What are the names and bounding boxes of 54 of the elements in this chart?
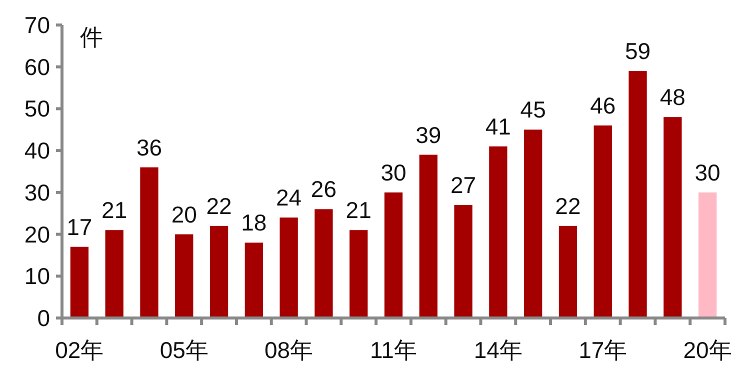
data-label: 46 [590,92,616,118]
data-label: 27 [450,172,476,198]
data-label: 17 [66,214,92,240]
bar [524,130,542,318]
x-tick-label: 14年 [474,337,522,363]
y-tick-label: 60 [24,54,50,80]
data-label: 45 [520,96,546,123]
bar [419,154,438,318]
bar [105,230,124,318]
y-tick-label: 30 [24,179,50,206]
x-tick-label: 05年 [160,337,208,363]
bar [70,246,89,318]
data-label: 24 [276,184,302,211]
data-label: 21 [102,197,128,224]
x-tick-label: 17年 [578,337,628,363]
y-tick-label: 50 [24,96,50,122]
data-label: 21 [346,197,372,224]
bar [558,226,578,318]
data-label: 39 [416,122,442,148]
data-label: 22 [206,192,232,219]
data-label: 30 [694,159,720,186]
data-label: 30 [380,159,406,186]
bar [175,234,194,318]
bar [210,226,228,318]
data-label: 22 [555,192,581,219]
bar [664,117,682,318]
bar [454,204,472,318]
data-label: 59 [624,38,651,64]
y-tick-label: 10 [24,263,50,290]
x-tick-label: 02年 [55,337,104,363]
data-label: 20 [171,201,197,228]
bar [244,242,263,318]
bar [314,209,333,318]
bar [280,218,298,318]
y-tick-label: 0 [37,305,50,331]
bar [384,192,403,318]
data-label: 18 [241,210,267,236]
y-tick-label: 40 [24,138,50,164]
bar [350,230,368,318]
data-label: 26 [310,176,337,202]
x-tick-label: 11年 [370,337,417,363]
bar [594,125,612,318]
bar [698,192,717,318]
bar [140,167,158,318]
y-axis-title: 件 [80,24,103,50]
data-label: 41 [485,113,511,140]
x-tick-label: 08年 [264,337,314,363]
bar [628,71,647,318]
y-tick-label: 70 [24,12,50,38]
data-label: 36 [136,134,162,160]
y-tick-label: 20 [24,221,50,248]
bar [489,146,508,318]
x-tick-label: 20年 [683,337,732,363]
data-label: 48 [660,84,686,110]
